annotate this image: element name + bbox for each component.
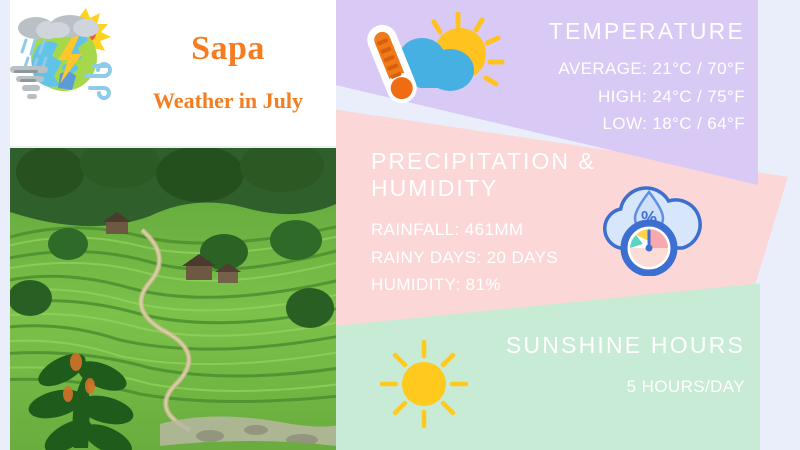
title-group: Sapa Weather in July bbox=[128, 30, 328, 114]
thermometer-cloud-sun-icon bbox=[362, 11, 512, 116]
precipitation-heading-line2: HUMIDITY bbox=[371, 175, 499, 202]
page-subtitle: Weather in July bbox=[153, 88, 303, 114]
rainfall-value: RAINFALL: 461MM bbox=[371, 220, 524, 240]
sunshine-heading: SUNSHINE HOURS bbox=[505, 332, 745, 358]
temperature-values: AVERAGE: 21°C / 70°F HIGH: 24°C / 75°F L… bbox=[430, 55, 745, 138]
precipitation-values: RAINFALL: 461MM RAINY DAYS: 20 DAYS HUMI… bbox=[371, 216, 671, 299]
temperature-section: TEMPERATURE AVERAGE: 21°C / 70°F HIGH: 2… bbox=[430, 18, 745, 138]
rice-terrace-photo bbox=[10, 148, 336, 450]
sunshine-section: SUNSHINE HOURS 5 HOURS/DAY bbox=[430, 332, 745, 401]
rainy-days-value: RAINY DAYS: 20 DAYS bbox=[371, 247, 559, 267]
humidity-value: HUMIDITY: 81% bbox=[371, 275, 501, 295]
sun-icon bbox=[378, 338, 470, 430]
temperature-high: HIGH: 24°C / 75°F bbox=[598, 86, 745, 106]
temperature-heading: TEMPERATURE bbox=[548, 18, 745, 44]
temperature-low: LOW: 18°C / 64°F bbox=[602, 114, 745, 134]
precipitation-section: PRECIPITATION & HUMIDITY RAINFALL: 461MM… bbox=[371, 148, 671, 299]
page-title: Sapa bbox=[191, 30, 265, 67]
cloud-humidity-gauge-icon: % bbox=[592, 176, 710, 277]
sunshine-hours-value: 5 HOURS/DAY bbox=[626, 377, 745, 397]
sunshine-values: 5 HOURS/DAY bbox=[430, 373, 745, 401]
precipitation-heading-line1: PRECIPITATION & bbox=[371, 148, 596, 174]
temperature-average: AVERAGE: 21°C / 70°F bbox=[558, 59, 745, 79]
precipitation-heading: PRECIPITATION & HUMIDITY bbox=[371, 148, 671, 202]
weather-globe-icon bbox=[8, 6, 120, 110]
